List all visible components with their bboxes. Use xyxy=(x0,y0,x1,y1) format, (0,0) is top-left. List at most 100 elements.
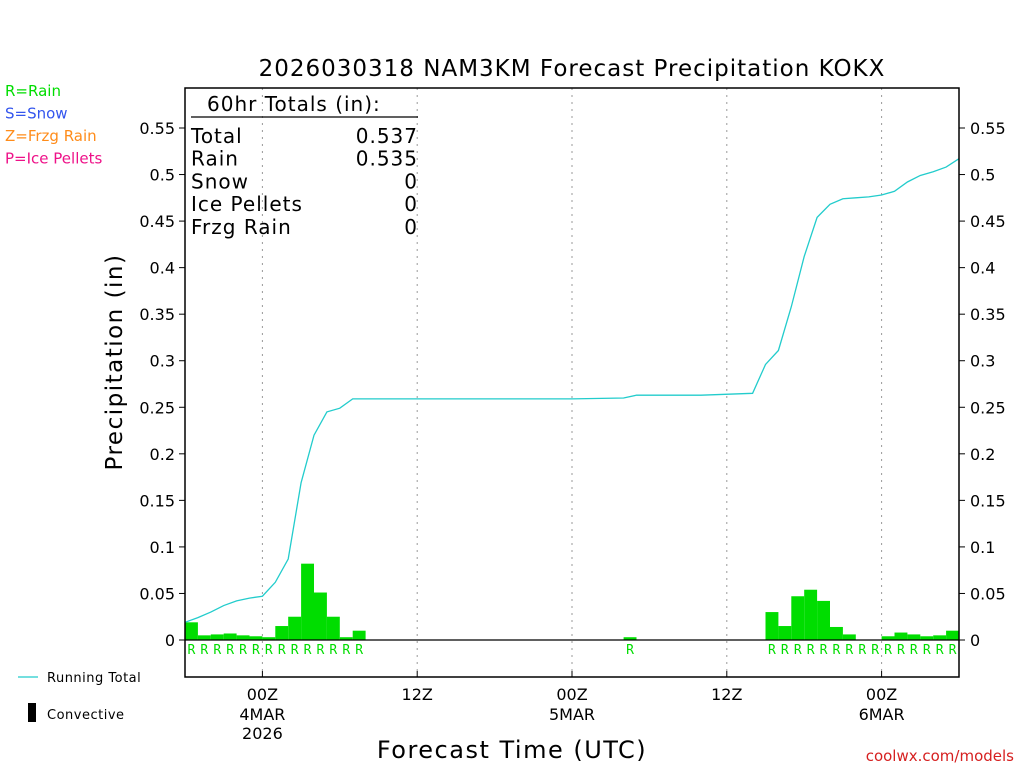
totals-row-label: Rain xyxy=(191,147,239,171)
rain-type-marker: R xyxy=(200,643,208,658)
rain-type-marker: R xyxy=(807,643,815,658)
totals-row-value: 0 xyxy=(404,192,418,216)
y-tick-label: 0.15 xyxy=(139,491,175,510)
totals-row-label: Ice Pellets xyxy=(191,192,303,216)
chart-title: 2026030318 NAM3KM Forecast Precipitation… xyxy=(259,56,886,82)
y-tick-label: 0.35 xyxy=(139,305,175,324)
rain-bar xyxy=(804,589,818,640)
rain-bar xyxy=(197,635,211,640)
rain-bar xyxy=(881,636,895,640)
type-key-item: P=Ice Pellets xyxy=(5,150,102,168)
y-tick-label-right: 0.05 xyxy=(970,584,1006,603)
totals-row-label: Frzg Rain xyxy=(191,215,292,239)
totals-box: 60hr Totals (in): Total 0.537 Rain 0.535 Sno… xyxy=(190,92,418,239)
rain-type-marker: R xyxy=(910,643,918,658)
y-tick-label: 0 xyxy=(165,631,175,650)
y-tick-label-right: 0.25 xyxy=(970,398,1006,417)
rain-type-marker: R xyxy=(329,643,337,658)
rain-bar xyxy=(288,616,302,640)
x-axis-title: Forecast Time (UTC) xyxy=(377,736,647,764)
totals-row-label: Total xyxy=(190,124,243,148)
rain-type-marker: R xyxy=(626,643,634,658)
totals-row-value: 0.537 xyxy=(356,124,418,148)
y-tick-label-right: 0 xyxy=(970,631,980,650)
y-tick-label: 0.2 xyxy=(150,445,175,464)
y-tick-label-right: 0.4 xyxy=(970,259,995,278)
rain-type-marker: R xyxy=(213,643,221,658)
y-tick-label: 0.1 xyxy=(150,538,175,557)
x-tick-year: 2026 xyxy=(242,724,283,743)
x-tick-label: 00Z xyxy=(247,685,278,704)
y-tick-label: 0.5 xyxy=(150,166,175,185)
rain-bar xyxy=(275,626,289,640)
convective-label: Convective xyxy=(47,708,125,723)
x-tick-label: 00Z xyxy=(866,685,897,704)
y-tick-label: 0.25 xyxy=(139,398,175,417)
rain-bar xyxy=(907,634,921,640)
rain-bar xyxy=(326,616,340,640)
rain-bar xyxy=(262,637,276,640)
totals-row-value: 0.535 xyxy=(356,147,418,171)
precip-type-key: R=Rain S=Snow Z=Frzg Rain P=Ice Pellets xyxy=(5,82,102,168)
running-total-line xyxy=(184,158,960,623)
rain-type-marker: R xyxy=(949,643,957,658)
convective-swatch xyxy=(28,703,36,722)
y-tick-label-right: 0.55 xyxy=(970,119,1006,138)
rain-type-marker: R xyxy=(304,643,312,658)
rain-bar xyxy=(842,634,856,640)
rain-type-marker: R xyxy=(342,643,350,658)
y-tick-label: 0.45 xyxy=(139,212,175,231)
y-tick-label-right: 0.1 xyxy=(970,538,995,557)
rain-type-marker: R xyxy=(291,643,299,658)
rain-type-marker: R xyxy=(897,643,905,658)
rain-type-marker: R xyxy=(884,643,892,658)
y-axis-title: Precipitation (in) xyxy=(102,254,128,471)
type-key-item: S=Snow xyxy=(5,105,68,123)
rain-type-marker: R xyxy=(317,643,325,658)
y-tick-label-right: 0.35 xyxy=(970,305,1006,324)
y-axis-left: 0 0.05 0.1 0.15 0.2 0.25 0.3 0.35 0.4 0.45 0.5 0.55 xyxy=(139,119,185,650)
rain-type-marker: R xyxy=(265,643,273,658)
credit-text: coolwx.com/models xyxy=(866,747,1014,765)
rain-type-marker: R xyxy=(239,643,247,658)
hourly-rain-bars xyxy=(185,563,959,640)
rain-type-marker: R xyxy=(871,643,879,658)
rain-bar xyxy=(817,600,830,640)
rain-bar xyxy=(314,592,327,640)
y-tick-label-right: 0.2 xyxy=(970,445,995,464)
x-tick-label: 00Z xyxy=(556,685,587,704)
y-tick-label: 0.4 xyxy=(150,259,175,278)
rain-type-marker: R xyxy=(252,643,260,658)
rain-type-marker: R xyxy=(355,643,363,658)
rain-type-marker: R xyxy=(820,643,828,658)
y-tick-label: 0.3 xyxy=(150,352,175,371)
rain-type-marker: R xyxy=(278,643,286,658)
rain-type-marker: R xyxy=(858,643,866,658)
series-legend: Running Total Convective xyxy=(18,671,141,723)
rain-bar xyxy=(210,634,224,640)
rain-bar xyxy=(339,637,353,640)
rain-bar xyxy=(830,626,843,640)
y-tick-label-right: 0.3 xyxy=(970,352,995,371)
rain-bar xyxy=(778,626,792,640)
rain-type-marker: R xyxy=(936,643,944,658)
totals-row-label: Snow xyxy=(191,169,249,193)
x-tick-date: 4MAR xyxy=(239,705,285,724)
rain-type-marker: R xyxy=(845,643,853,658)
rain-bar xyxy=(791,596,805,640)
rain-bar xyxy=(894,632,908,640)
rain-bar xyxy=(623,637,637,640)
running-total-label: Running Total xyxy=(47,671,141,686)
totals-row-value: 0 xyxy=(404,169,418,193)
y-axis-right: 0 0.05 0.1 0.15 0.2 0.25 0.3 0.35 0.4 0.45 0.5 0.55 xyxy=(959,119,1006,650)
rain-type-marker: R xyxy=(768,643,776,658)
type-key-item: R=Rain xyxy=(5,82,61,100)
y-tick-label-right: 0.5 xyxy=(970,166,995,185)
rain-type-marker: R xyxy=(188,643,196,658)
rain-bar xyxy=(933,635,947,640)
x-tick-date: 6MAR xyxy=(859,705,905,724)
type-key-item: Z=Frzg Rain xyxy=(5,127,97,145)
totals-header: 60hr Totals (in): xyxy=(207,92,381,116)
